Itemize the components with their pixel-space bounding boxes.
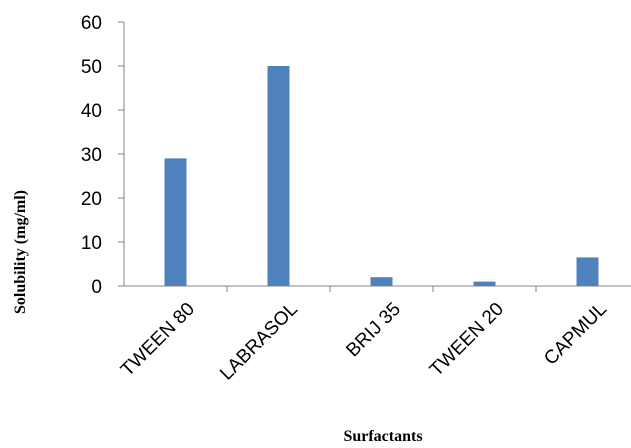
- y-tick-label: 0: [91, 277, 102, 298]
- x-tick-label: BRIJ 35: [342, 299, 405, 362]
- bar-brij-35: [370, 277, 393, 286]
- y-tick-label: 30: [81, 145, 102, 166]
- y-axis-ticks: 0 10 20 30 40 50 60: [81, 13, 124, 298]
- y-tick-label: 10: [81, 233, 102, 254]
- y-tick-label: 50: [81, 57, 102, 78]
- x-axis-ticks: TWEEN 80 LABRASOL BRIJ 35 TWEEN 20 CAPMUL: [117, 286, 611, 385]
- x-tick-label: TWEEN 80: [117, 299, 199, 381]
- bar-capmul: [576, 257, 599, 286]
- bars: [164, 66, 599, 286]
- x-axis-title: Surfactants: [343, 428, 422, 445]
- bar-tween-20: [473, 281, 496, 286]
- y-tick-label: 60: [81, 13, 102, 34]
- y-tick-label: 40: [81, 101, 102, 122]
- bar-tween-80: [164, 158, 187, 286]
- x-tick-label: LABRASOL: [216, 299, 302, 385]
- y-tick-label: 20: [81, 189, 102, 210]
- x-tick-label: CAPMUL: [540, 299, 611, 370]
- y-axis-title: Solubility (mg/ml): [12, 190, 29, 314]
- x-tick-label: TWEEN 20: [426, 299, 508, 381]
- bar-labrasol: [267, 66, 290, 286]
